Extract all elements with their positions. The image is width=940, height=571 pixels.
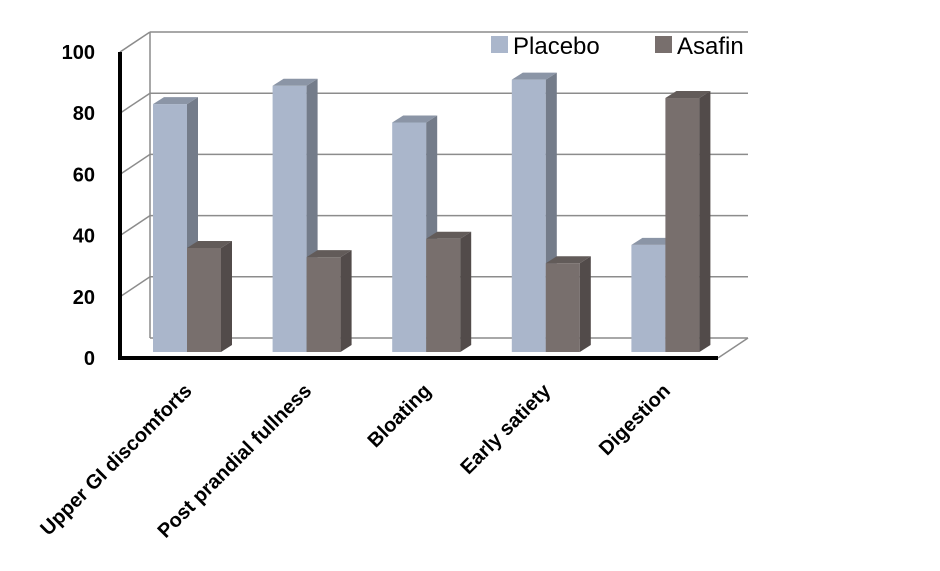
bar-top bbox=[511, 72, 557, 80]
y-axis-ticks: 0 20 40 60 80 100 bbox=[62, 42, 95, 370]
legend-label-asafin: Asafin bbox=[677, 33, 744, 60]
gridline-side bbox=[119, 92, 151, 114]
bar-top bbox=[272, 78, 318, 86]
y-tick-label: 80 bbox=[73, 103, 95, 125]
bar-front bbox=[545, 263, 580, 352]
bar-top bbox=[153, 97, 198, 105]
gridline-side bbox=[119, 31, 151, 53]
y-tick-label: 20 bbox=[73, 287, 95, 309]
gridlines bbox=[119, 31, 749, 359]
legend-label-placebo: Placebo bbox=[513, 33, 600, 60]
bar-side bbox=[699, 91, 711, 353]
bar-asafin-1 bbox=[306, 250, 352, 352]
bar-top bbox=[392, 115, 438, 123]
bar-front bbox=[187, 247, 221, 352]
x-tick-label: Early satiety bbox=[456, 379, 556, 479]
gridline-side bbox=[119, 276, 151, 298]
bar-side bbox=[340, 250, 352, 352]
x-tick-label: Bloating bbox=[364, 380, 436, 452]
bar-asafin-2 bbox=[426, 231, 472, 352]
bar-side bbox=[460, 231, 472, 352]
bar-placebo-0 bbox=[153, 97, 198, 352]
bar-placebo-1 bbox=[272, 78, 318, 352]
bar-asafin-3 bbox=[545, 256, 591, 352]
bar-placebo-3 bbox=[511, 72, 557, 352]
bar-front bbox=[306, 257, 341, 352]
bar-front bbox=[153, 104, 187, 352]
bar-top bbox=[631, 237, 677, 245]
bar-top bbox=[426, 231, 472, 239]
bar-top bbox=[665, 91, 711, 99]
axes bbox=[118, 52, 718, 360]
gridline-side bbox=[119, 153, 151, 176]
legend-swatch-asafin bbox=[655, 36, 672, 53]
bar-side bbox=[221, 240, 232, 352]
bar-front bbox=[272, 85, 307, 352]
y-tick-label: 0 bbox=[84, 348, 95, 370]
bar-front bbox=[426, 238, 461, 352]
bar-front bbox=[511, 79, 546, 352]
legend: Placebo Asafin bbox=[491, 33, 744, 60]
bar-top bbox=[306, 250, 352, 258]
bar-asafin-0 bbox=[187, 240, 232, 352]
bar-front bbox=[392, 122, 427, 352]
x-tick-label: Digestion bbox=[595, 380, 675, 460]
bar-placebo-2 bbox=[392, 115, 438, 352]
bars bbox=[153, 72, 711, 353]
bar-side bbox=[579, 256, 591, 352]
bar-front bbox=[665, 98, 700, 353]
y-tick-label: 100 bbox=[62, 42, 95, 64]
y-tick-label: 60 bbox=[73, 164, 95, 186]
legend-swatch-placebo bbox=[491, 36, 508, 53]
bar-front bbox=[631, 244, 666, 352]
bar-top bbox=[545, 256, 591, 264]
bar-top bbox=[187, 240, 232, 248]
gridline-side bbox=[119, 214, 151, 237]
y-tick-label: 40 bbox=[73, 226, 95, 248]
floor-right-edge bbox=[717, 337, 749, 359]
bar-asafin-4 bbox=[665, 91, 711, 353]
